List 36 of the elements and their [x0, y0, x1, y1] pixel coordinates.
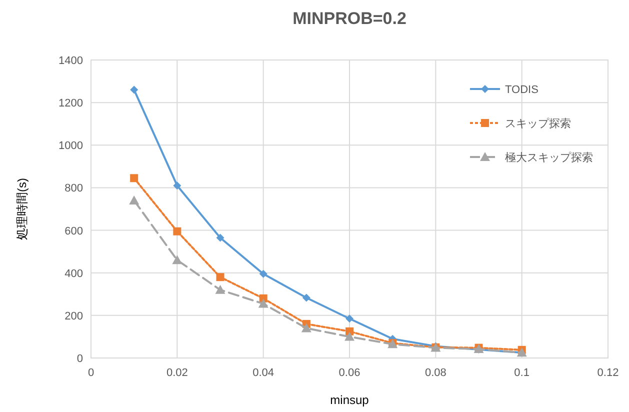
point	[173, 182, 182, 190]
x-tick-label: 0	[88, 367, 94, 379]
x-tick-label: 0.06	[338, 367, 360, 379]
x-tick-label: 0.1	[514, 367, 530, 379]
y-tick-label: 800	[64, 182, 83, 195]
point	[130, 86, 138, 94]
point	[301, 323, 312, 332]
point	[346, 314, 354, 323]
point	[258, 298, 268, 308]
legend-label: スキップ探索	[505, 117, 571, 130]
point	[215, 284, 226, 294]
x-tick-label: 0.12	[597, 367, 619, 379]
x-tick-label: 0.04	[252, 367, 274, 379]
y-tick-label: 1000	[58, 140, 83, 152]
point	[130, 174, 138, 182]
point	[302, 294, 310, 302]
y-tick-label: 400	[64, 268, 83, 280]
y-axis-title: 処理時間(s)	[15, 178, 29, 240]
y-tick-label: 1200	[58, 98, 83, 110]
y-tick-label: 200	[64, 310, 83, 322]
legend-label: TODIS	[505, 84, 538, 96]
point	[216, 234, 224, 242]
y-tick-label: 0	[76, 353, 83, 365]
point	[216, 273, 224, 282]
y-tick-label: 600	[64, 225, 83, 238]
chart-title: MINPROB=0.2	[292, 9, 406, 28]
legend-label: 極大スキップ探索	[505, 151, 593, 164]
point	[129, 195, 140, 204]
point	[172, 255, 182, 264]
point	[259, 270, 268, 278]
point	[173, 227, 182, 236]
y-tick-label: 1400	[58, 55, 83, 67]
point	[344, 332, 354, 341]
x-tick-label: 0.02	[166, 367, 188, 379]
x-tick-label: 0.08	[424, 367, 446, 379]
x-axis-title: minsup	[330, 393, 370, 407]
